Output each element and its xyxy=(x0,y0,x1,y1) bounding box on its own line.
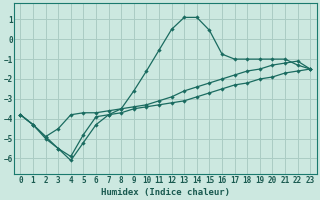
X-axis label: Humidex (Indice chaleur): Humidex (Indice chaleur) xyxy=(101,188,230,197)
